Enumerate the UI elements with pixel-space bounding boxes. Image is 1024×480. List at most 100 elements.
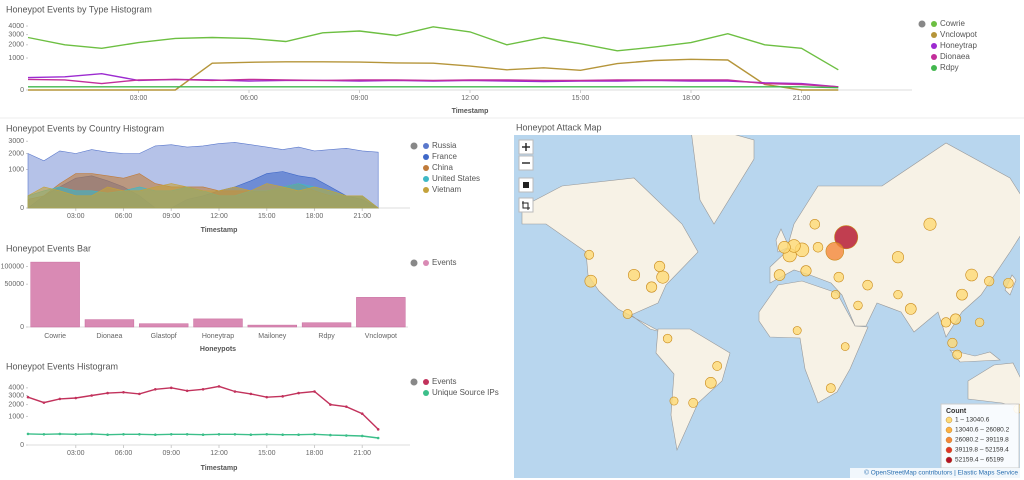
x-tick-label: Mailoney — [258, 333, 287, 340]
line — [27, 385, 379, 430]
map-point — [584, 249, 595, 260]
x-tick-label: Glastopf — [151, 333, 177, 340]
map-point — [825, 242, 844, 261]
legend-label: 52159.4 – 65199 — [955, 457, 1004, 464]
legend-swatch — [945, 456, 953, 464]
map-title: Honeypot Attack Map — [516, 122, 602, 132]
legend-toggle[interactable] — [410, 378, 418, 386]
point — [169, 386, 173, 390]
map-point — [627, 269, 641, 282]
point — [313, 433, 316, 436]
land — [521, 135, 1020, 452]
map-point — [662, 333, 673, 344]
map-point — [584, 274, 598, 288]
x-tick-label: Dionaea — [96, 333, 122, 340]
map-point — [778, 240, 791, 254]
legend-toggle[interactable] — [410, 259, 418, 267]
map-point — [669, 396, 679, 406]
y-tick-label: 3000 — [8, 138, 24, 145]
y-tick-label: 3000 — [8, 392, 24, 399]
point — [360, 412, 364, 415]
point — [122, 433, 125, 436]
line — [27, 26, 839, 71]
map-point — [834, 225, 859, 250]
legend-swatch — [931, 65, 937, 71]
point — [329, 433, 332, 437]
legend-label: Events — [432, 258, 456, 267]
chart-title: Honeypot Events by Type Histogram — [6, 4, 152, 14]
point — [106, 391, 109, 395]
point — [90, 394, 93, 397]
map-controls — [518, 139, 534, 213]
x-tick-label: 18:00 — [306, 450, 324, 457]
line — [28, 86, 839, 89]
y-tick-label: 100000 — [1, 263, 24, 270]
point — [281, 395, 284, 398]
bar — [30, 261, 80, 328]
legend-label: 26080.2 – 39119.8 — [955, 437, 1009, 444]
point — [74, 396, 78, 400]
legend-swatch — [931, 54, 937, 60]
point — [42, 433, 46, 436]
map-point — [974, 317, 985, 328]
legend-label: Rdpy — [940, 63, 959, 72]
point — [376, 436, 380, 440]
legend-label: 1 – 13040.6 — [955, 417, 990, 424]
map-point — [1003, 277, 1014, 289]
point — [217, 433, 221, 436]
map-point — [656, 270, 670, 284]
x-tick-label: Rdpy — [318, 333, 335, 340]
legend-swatch — [945, 436, 953, 444]
point — [58, 397, 62, 401]
fit-button[interactable] — [518, 197, 534, 213]
legend-swatch — [423, 176, 429, 182]
y-tick-label: 1000 — [8, 166, 24, 173]
map-point — [840, 342, 850, 351]
legend-swatch — [423, 187, 429, 193]
y-tick-label: 0 — [20, 324, 24, 331]
attribution[interactable]: © OpenStreetMap contributors | Elastic M… — [864, 469, 1018, 477]
map-points — [584, 217, 1020, 414]
x-tick-label: Vnclowpot — [365, 333, 397, 340]
map-point — [812, 242, 824, 253]
y-tick-label: 1000 — [8, 413, 24, 420]
legend-label: 13040.6 – 26080.2 — [955, 427, 1010, 434]
icon — [523, 182, 529, 188]
map-point — [646, 281, 658, 293]
x-tick-label: 12:00 — [461, 95, 479, 102]
x-axis-label: Honeypots — [200, 346, 236, 353]
x-tick-label: 21:00 — [353, 450, 371, 457]
map-point — [893, 289, 903, 300]
x-axis-label: Timestamp — [201, 227, 238, 234]
legend-label: Russia — [432, 141, 457, 150]
map-point — [705, 377, 717, 389]
y-tick-label: 2000 — [8, 42, 24, 49]
legend-title: Count — [946, 408, 967, 415]
map-point — [833, 271, 845, 283]
y-tick-label: 4000 — [8, 23, 24, 30]
x-tick-label: Honeytrap — [202, 333, 234, 340]
legend-swatch — [931, 21, 937, 27]
legend-label: 39119.8 – 52159.4 — [955, 447, 1009, 454]
map-canvas[interactable] — [514, 122, 1024, 478]
map-point — [622, 309, 633, 319]
bar — [139, 323, 189, 328]
point — [122, 391, 125, 394]
point — [154, 387, 157, 391]
legend-swatch — [931, 32, 937, 38]
legend-label: United States — [432, 174, 480, 183]
y-tick-label: 2000 — [8, 401, 24, 408]
legend-toggle[interactable] — [410, 142, 418, 150]
map-point — [905, 303, 917, 315]
point — [345, 405, 348, 408]
x-tick-label: 06:00 — [115, 213, 133, 220]
x-tick-label: 09:00 — [162, 450, 180, 457]
point — [185, 433, 189, 436]
x-tick-label: 09:00 — [351, 95, 369, 102]
legend-label: France — [432, 152, 457, 161]
legend-swatch — [423, 260, 429, 266]
icon — [522, 201, 530, 210]
point — [138, 392, 141, 396]
point — [329, 403, 332, 406]
legend-toggle[interactable] — [918, 20, 926, 28]
